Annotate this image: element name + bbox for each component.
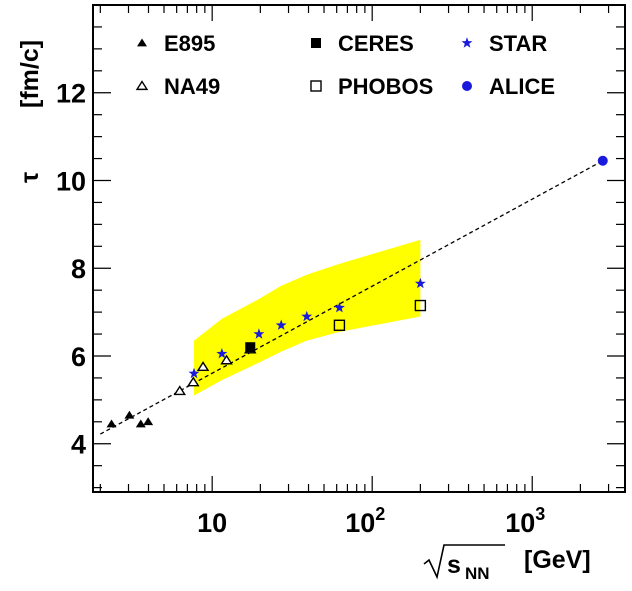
y-axis-unit: [fm/c] xyxy=(16,40,44,108)
y-tick-label: 12 xyxy=(56,79,86,109)
axis-ticks-layer xyxy=(93,4,625,492)
legend-marker-star xyxy=(461,37,473,48)
data-point-na49 xyxy=(220,354,233,365)
y-tick-label: 6 xyxy=(71,342,86,372)
data-point-na49 xyxy=(187,376,200,387)
legend-marker-alice xyxy=(462,81,472,91)
fit-line-layer xyxy=(100,160,604,435)
legend-marker-na49 xyxy=(135,80,149,91)
data-point-e895 xyxy=(143,417,154,426)
legend-label-ceres: CERES xyxy=(338,31,414,56)
y-tick-label: 8 xyxy=(71,254,86,284)
data-point-star xyxy=(216,348,228,359)
sqrt-radical-icon xyxy=(423,544,505,580)
legend-label-e895: E895 xyxy=(164,31,215,56)
data-point-star xyxy=(334,302,345,313)
legend-marker-ceres xyxy=(311,38,321,48)
legend-label-alice: ALICE xyxy=(489,74,555,99)
plot-frame xyxy=(92,4,626,493)
legend-label-phobos: PHOBOS xyxy=(338,74,433,99)
legend-label-na49: NA49 xyxy=(164,74,220,99)
fit-line xyxy=(100,160,604,435)
data-point-star xyxy=(253,328,265,339)
x-axis-title-base: s xyxy=(447,551,461,579)
x-tick-label: 10 xyxy=(197,508,227,538)
data-point-alice xyxy=(597,155,608,166)
data-point-e895 xyxy=(135,419,146,428)
tick-labels-layer: 4 6 8 10 12 10 102 103 xyxy=(56,79,545,538)
data-point-phobos xyxy=(333,319,346,331)
data-point-phobos xyxy=(414,299,427,312)
data-point-ceres xyxy=(245,342,256,353)
data-point-e895 xyxy=(106,419,117,428)
data-point-na49 xyxy=(173,385,187,396)
legend: E895 NA49 CERES PHOBOS STAR ALICE xyxy=(135,31,555,99)
y-tick-label: 10 xyxy=(56,166,86,196)
legend-marker-phobos xyxy=(310,80,322,92)
x-tick-label: 102 xyxy=(345,504,385,538)
data-point-na49 xyxy=(196,361,210,372)
y-tick-label: 4 xyxy=(71,430,86,460)
x-tick-label: 103 xyxy=(505,504,545,538)
data-point-star xyxy=(301,310,313,322)
data-point-star xyxy=(275,319,287,330)
x-axis-unit: [GeV] xyxy=(524,546,591,574)
data-points-layer xyxy=(106,155,608,428)
data-point-star xyxy=(188,367,200,379)
legend-label-star: STAR xyxy=(489,31,547,56)
x-axis-title-subscript: NN xyxy=(465,564,490,583)
legend-marker-e895 xyxy=(137,38,147,47)
y-axis-title: τ [fm/c] xyxy=(16,40,44,183)
data-point-star xyxy=(414,277,426,289)
data-point-e895 xyxy=(124,410,135,419)
x-axis-title: s NN [GeV] xyxy=(423,544,591,583)
y-axis-symbol: τ xyxy=(16,172,44,183)
